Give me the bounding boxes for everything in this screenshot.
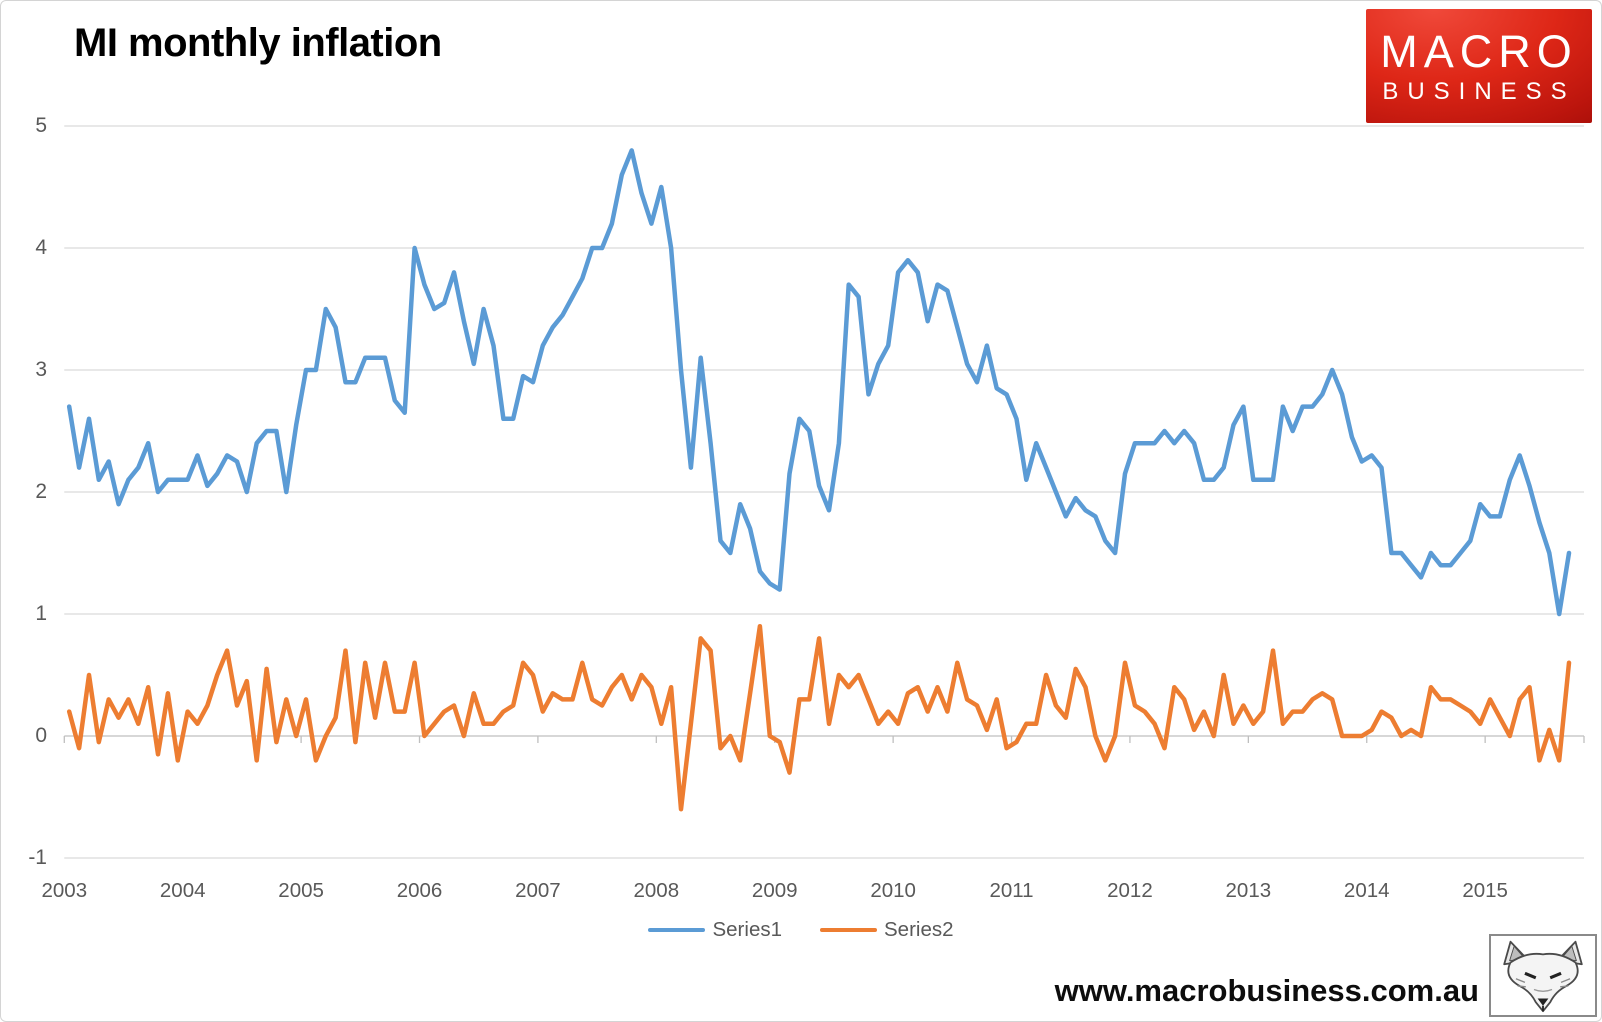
legend-series1-label: Series1 <box>712 918 782 941</box>
series1-line <box>66 148 1572 617</box>
site-url: www.macrobusiness.com.au <box>1054 973 1479 1008</box>
x-tick-label-2014: 2014 <box>1343 879 1390 902</box>
y-tick-label-3: 3 <box>35 358 47 381</box>
series1-line-swatch <box>648 927 706 933</box>
series2-line <box>66 623 1572 812</box>
x-tick-label-2011: 2011 <box>989 879 1034 902</box>
x-tick-label-2006: 2006 <box>396 879 443 902</box>
page-title: MI monthly inflation <box>74 21 442 65</box>
x-tick-label-2007: 2007 <box>515 879 561 902</box>
x-tick-label-2008: 2008 <box>633 879 680 902</box>
logo-line1: MACRO <box>1380 25 1578 77</box>
wolf-logo-box <box>1489 934 1597 1017</box>
x-tick-label-2013: 2013 <box>1225 879 1272 902</box>
logo-line2: BUSINESS <box>1382 77 1576 105</box>
x-tick-label-2004: 2004 <box>159 879 206 902</box>
legend-series2-label: Series2 <box>884 918 954 941</box>
x-tick-label-2009: 2009 <box>751 879 798 902</box>
chart-legend: Series1 Series2 <box>1 918 1601 942</box>
series2-line-swatch <box>820 927 877 933</box>
y-tick-label-2: 2 <box>35 480 47 503</box>
y-tick-label--1: -1 <box>28 846 47 869</box>
y-tick-label-1: 1 <box>35 602 47 625</box>
macrobusiness-logo: MACRO BUSINESS <box>1366 9 1592 123</box>
x-tick-label-2012: 2012 <box>1107 879 1153 902</box>
legend-item-series2: Series2 <box>820 918 954 942</box>
x-tick-label-2005: 2005 <box>278 879 324 902</box>
x-tick-label-2015: 2015 <box>1462 879 1508 902</box>
legend-item-series1: Series1 <box>648 918 782 942</box>
y-tick-label-5: 5 <box>35 114 47 137</box>
x-tick-label-2010: 2010 <box>870 879 916 902</box>
y-tick-label-4: 4 <box>35 236 47 259</box>
y-tick-label-0: 0 <box>35 724 47 747</box>
fox-sketch-icon <box>1503 940 1583 1012</box>
x-tick-label-2003: 2003 <box>41 879 88 902</box>
